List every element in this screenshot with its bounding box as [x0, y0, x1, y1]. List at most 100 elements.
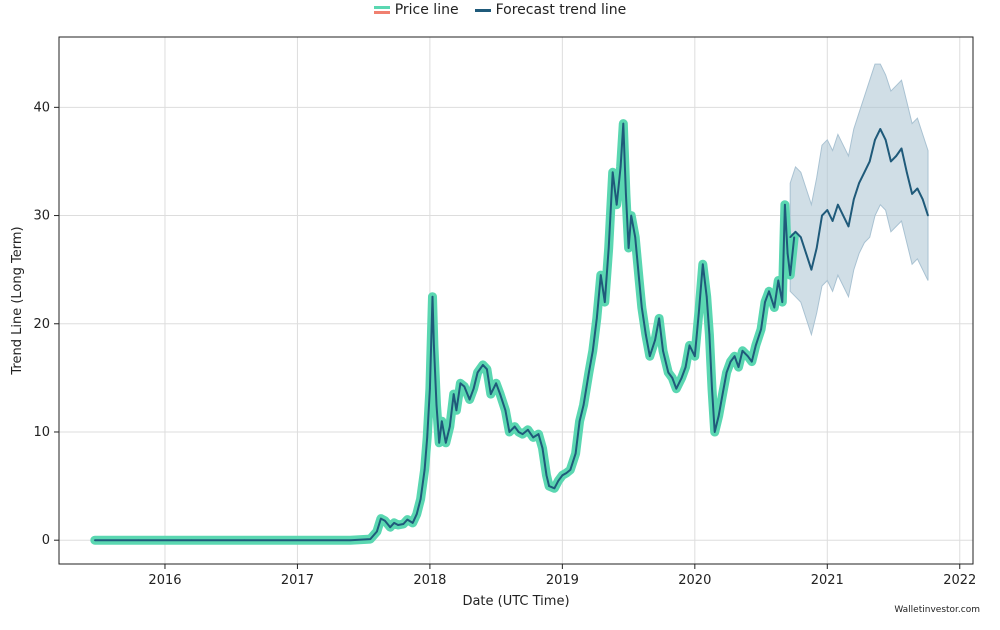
y-tick-label-20: 20	[33, 317, 50, 332]
price-point	[482, 364, 484, 366]
price-point	[648, 355, 651, 358]
price-point	[448, 425, 451, 428]
price-point	[476, 371, 479, 374]
price-point	[713, 431, 716, 433]
price-point	[733, 355, 736, 358]
price-point	[596, 317, 598, 320]
price-point	[641, 306, 643, 309]
price-point	[667, 371, 670, 374]
price-point	[435, 404, 438, 406]
price-point	[527, 429, 529, 431]
forecast-point	[852, 198, 855, 201]
forecast-point	[874, 139, 876, 141]
price-point	[574, 452, 577, 455]
forecast-point	[815, 247, 818, 249]
price-point	[296, 539, 299, 541]
price-point	[376, 530, 378, 533]
y-tick-label-40: 40	[33, 100, 50, 115]
price-point	[433, 344, 435, 347]
forecast-point	[911, 193, 913, 195]
price-point	[541, 447, 544, 450]
legend: Price line Forecast trend line	[0, 2, 1000, 18]
price-point	[684, 366, 687, 368]
price-point	[452, 393, 455, 395]
legend-item-price[interactable]: Price line	[373, 2, 459, 18]
price-point	[671, 377, 674, 379]
price-swatch-icon	[373, 5, 390, 15]
price-point	[578, 420, 581, 422]
price-layer	[90, 119, 799, 545]
y-tick-label-0: 0	[42, 533, 50, 548]
forecast-swatch-icon	[474, 8, 491, 12]
price-point	[415, 513, 418, 516]
price-point	[708, 333, 711, 336]
price-point	[349, 539, 352, 541]
price-point	[513, 425, 516, 428]
forecast-point	[821, 214, 823, 217]
price-point	[625, 193, 627, 195]
plot-frame	[58, 36, 974, 565]
forecast-point	[858, 182, 860, 184]
x-axis-title: Date (UTC Time)	[462, 594, 569, 609]
price-point	[784, 203, 786, 206]
price-point	[137, 539, 140, 541]
price-point	[721, 393, 724, 395]
price-point	[384, 519, 386, 522]
price-point	[444, 442, 447, 444]
price-point	[688, 344, 691, 347]
price-point	[622, 122, 625, 125]
forecast-point	[794, 230, 797, 233]
price-point	[463, 385, 466, 388]
price-point	[701, 263, 704, 266]
price-point	[508, 431, 511, 433]
price-point	[499, 393, 501, 395]
price-point	[411, 522, 414, 524]
forecast-point	[826, 209, 829, 211]
price-point	[615, 203, 618, 206]
price-point	[504, 409, 507, 412]
forecast-point	[842, 214, 844, 217]
price-point	[441, 420, 443, 422]
price-point	[557, 479, 560, 482]
price-point	[429, 387, 431, 390]
price-point	[603, 301, 606, 303]
x-tick-label-2018: 2018	[413, 573, 446, 588]
y-tick-label-10: 10	[33, 425, 50, 440]
legend-item-forecast[interactable]: Forecast trend line	[474, 2, 627, 18]
price-point	[654, 339, 656, 341]
price-point	[694, 355, 696, 358]
price-point	[747, 355, 749, 358]
price-point	[532, 436, 535, 439]
x-tick-label-2019: 2019	[546, 573, 579, 588]
price-point	[569, 469, 572, 471]
price-point	[389, 526, 391, 529]
forecast-point	[916, 187, 919, 190]
price-point	[645, 333, 647, 336]
price-point	[773, 306, 776, 309]
forecast-point	[863, 171, 866, 174]
watermark: Walletinvestor.com	[894, 605, 980, 615]
price-point	[705, 295, 708, 298]
x-tick-label-2017: 2017	[281, 573, 314, 588]
price-point	[431, 295, 434, 298]
price-point	[627, 247, 630, 249]
price-point	[760, 328, 762, 330]
forecast-point	[805, 252, 807, 255]
x-tick-label-2021: 2021	[811, 573, 844, 588]
forecast-point	[789, 236, 791, 238]
price-point	[582, 404, 585, 406]
price-point	[764, 301, 766, 303]
price-point	[630, 214, 633, 217]
price-point	[565, 472, 568, 474]
price-point	[190, 539, 193, 541]
legend-forecast-label: Forecast trend line	[495, 2, 627, 18]
x-tick-label-2016: 2016	[148, 573, 181, 588]
forecast-point	[895, 155, 897, 157]
price-point	[468, 398, 471, 401]
forecast-point	[890, 160, 892, 163]
price-point	[698, 312, 700, 314]
price-point	[675, 387, 678, 390]
price-point	[537, 433, 540, 435]
price-point	[777, 279, 780, 282]
price-point	[369, 538, 372, 540]
